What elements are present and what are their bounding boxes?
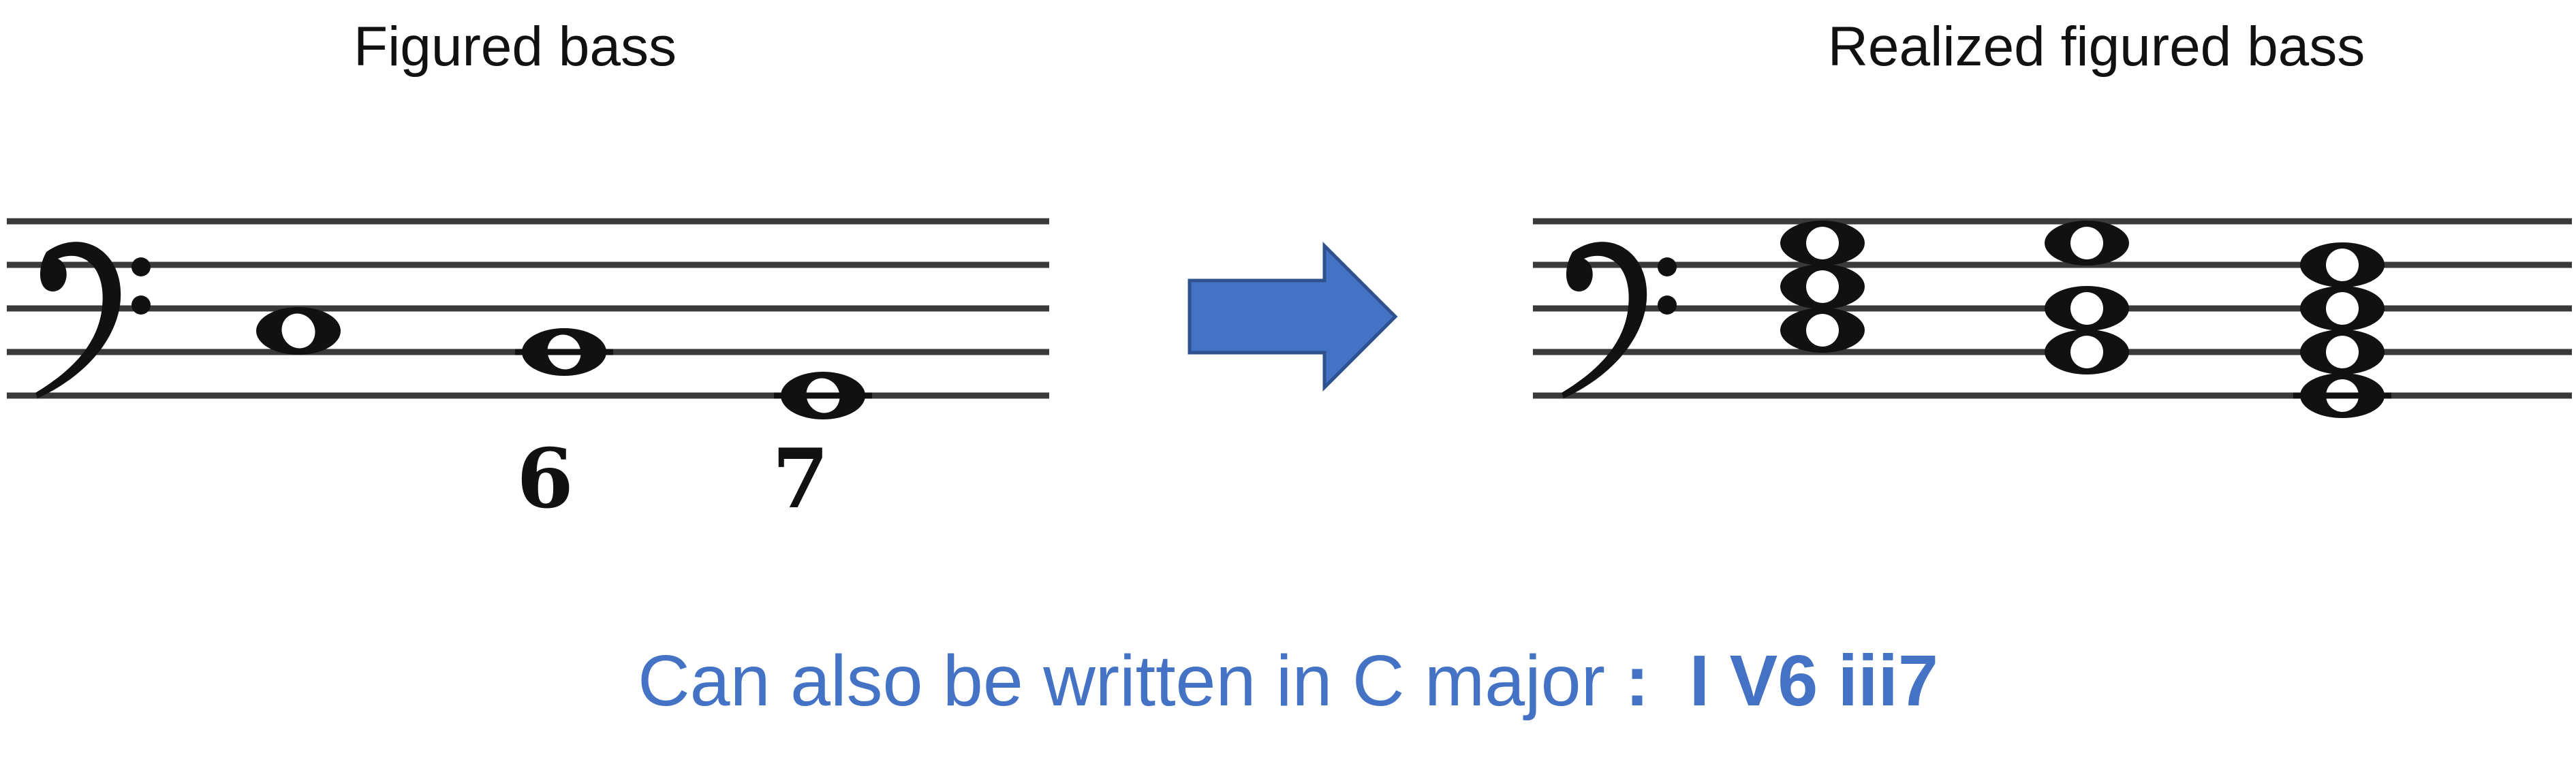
chord-I — [1780, 221, 1865, 353]
chord-iii7 — [2293, 242, 2391, 418]
figure-6-label: 6 — [516, 431, 574, 527]
figured-bass-heading: Figured bass — [353, 16, 677, 78]
realized-figured-bass-heading: Realized figured bass — [1827, 16, 2365, 78]
whole-note — [774, 372, 872, 419]
caption-separator: : — [1625, 641, 1649, 721]
caption-prefix: Can also be written in C major — [638, 641, 1605, 721]
figured-bass-staff: 6 7 — [7, 218, 1049, 527]
whole-note — [515, 328, 613, 376]
bass-clef-icon — [35, 242, 151, 398]
whole-note — [256, 307, 341, 355]
roman-numeral-chords: I V6 iii7 — [1689, 641, 1938, 721]
bass-clef-icon — [1562, 242, 1677, 398]
c-major-caption: Can also be written in C major : I V6 ii… — [0, 640, 2576, 722]
right-arrow-icon — [1188, 242, 1398, 392]
figure-7-label: 7 — [772, 431, 829, 527]
staff-lines — [7, 218, 1049, 399]
realized-figured-bass-staff — [1533, 218, 2572, 418]
chord-V6 — [2045, 221, 2129, 374]
